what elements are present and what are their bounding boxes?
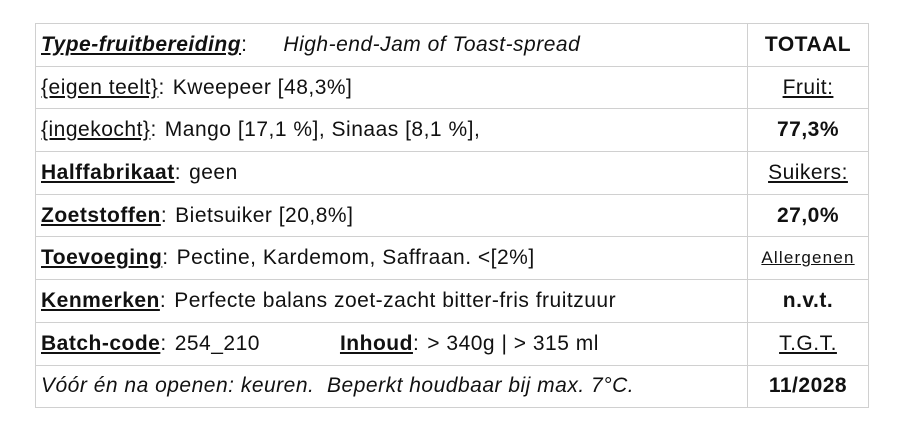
cell: Kenmerken: Perfecte balans zoet-zacht bit…: [35, 279, 748, 323]
right-text: 27,0%: [776, 203, 840, 227]
cell: T.G.T.: [747, 321, 869, 366]
sep: :: [241, 32, 248, 56]
value: > 340g | > 315 ml: [427, 331, 599, 355]
row: Zoetstoffen: Bietsuiker [20,8%] 27,0%: [35, 193, 869, 238]
right-text: TOTAAL: [764, 32, 852, 56]
sep: :: [174, 160, 182, 184]
right-text: Fruit:: [782, 75, 834, 99]
note: Vóór én na openen: keuren. Beperkt houdb…: [41, 374, 635, 398]
row: Kenmerken: Perfecte balans zoet-zacht bit…: [35, 279, 869, 323]
right-text: 77,3%: [776, 118, 840, 142]
sep: :: [160, 331, 167, 355]
sep: :: [150, 118, 157, 142]
row: Halffabrikaat: geen Suikers:: [35, 151, 869, 195]
row: Vóór én na openen: keuren. Beperkt houdb…: [35, 364, 869, 409]
label-table: Type-fruitbereiding: High-end-Jam of Toas…: [35, 23, 869, 409]
cell: {ingekocht}: Mango [17,1 %], Sinaas [8,1 …: [35, 108, 748, 153]
label: Inhoud: [339, 331, 413, 355]
label: Toevoeging: [41, 246, 163, 270]
value: 254_210: [174, 331, 260, 355]
value: Kweepeer [48,3%]: [172, 75, 353, 99]
cell: Batch-code: 254_210 Inhoud: > 340g | > 315 …: [35, 321, 748, 366]
sep: :: [158, 75, 165, 99]
row: {ingekocht}: Mango [17,1 %], Sinaas [8,1 …: [35, 108, 869, 153]
cell: Halffabrikaat: geen: [35, 151, 748, 195]
cell: Type-fruitbereiding: High-end-Jam of Toas…: [35, 23, 748, 67]
cell: Vóór én na openen: keuren. Beperkt houdb…: [35, 364, 748, 409]
value: Bietsuiker [20,8%]: [175, 203, 354, 227]
label: Type-fruitbereiding: [41, 32, 242, 56]
right-text: T.G.T.: [779, 331, 837, 355]
sep: :: [159, 288, 167, 312]
value: Mango [17,1 %], Sinaas [8,1 %],: [164, 118, 481, 142]
row: Batch-code: 254_210 Inhoud: > 340g | > 315 …: [35, 321, 869, 366]
value: Pectine, Kardemom, Saffraan. <[2%]: [176, 246, 535, 270]
cell: n.v.t.: [747, 279, 869, 323]
row: {eigen teelt}: Kweepeer [48,3%] Fruit:: [35, 65, 869, 110]
cell: Suikers:: [747, 151, 869, 195]
label: {ingekocht}: [41, 118, 151, 142]
cell: 11/2028: [747, 364, 869, 409]
label: Halffabrikaat: [41, 160, 175, 184]
row: Type-fruitbereiding: High-end-Jam of Toas…: [35, 23, 869, 67]
label: Kenmerken: [41, 288, 160, 312]
label: {eigen teelt}: [41, 75, 159, 99]
value: geen: [189, 160, 238, 184]
cell: 77,3%: [747, 108, 869, 153]
right-text: Suikers:: [768, 160, 848, 184]
right-text: n.v.t.: [782, 288, 834, 312]
right-text: Allergenen: [761, 248, 855, 268]
cell: Zoetstoffen: Bietsuiker [20,8%]: [35, 193, 748, 238]
cell: Toevoeging: Pectine, Kardemom, Saffraan. …: [35, 236, 748, 281]
sep: :: [160, 203, 168, 227]
label: Zoetstoffen: [41, 203, 161, 227]
row: Toevoeging: Pectine, Kardemom, Saffraan. …: [35, 236, 869, 281]
cell: 27,0%: [747, 193, 869, 238]
sep: :: [412, 331, 420, 355]
cell: Allergenen: [747, 236, 869, 281]
cell: {eigen teelt}: Kweepeer [48,3%]: [35, 65, 748, 110]
value: Perfecte balans zoet-zacht bitter-fris f…: [174, 288, 617, 312]
sep: :: [162, 246, 169, 270]
cell: TOTAAL: [747, 23, 869, 67]
right-text: 11/2028: [768, 374, 848, 398]
cell: Fruit:: [747, 65, 869, 110]
value: High-end-Jam of Toast-spread: [283, 32, 581, 56]
label: Batch-code: [41, 331, 161, 355]
